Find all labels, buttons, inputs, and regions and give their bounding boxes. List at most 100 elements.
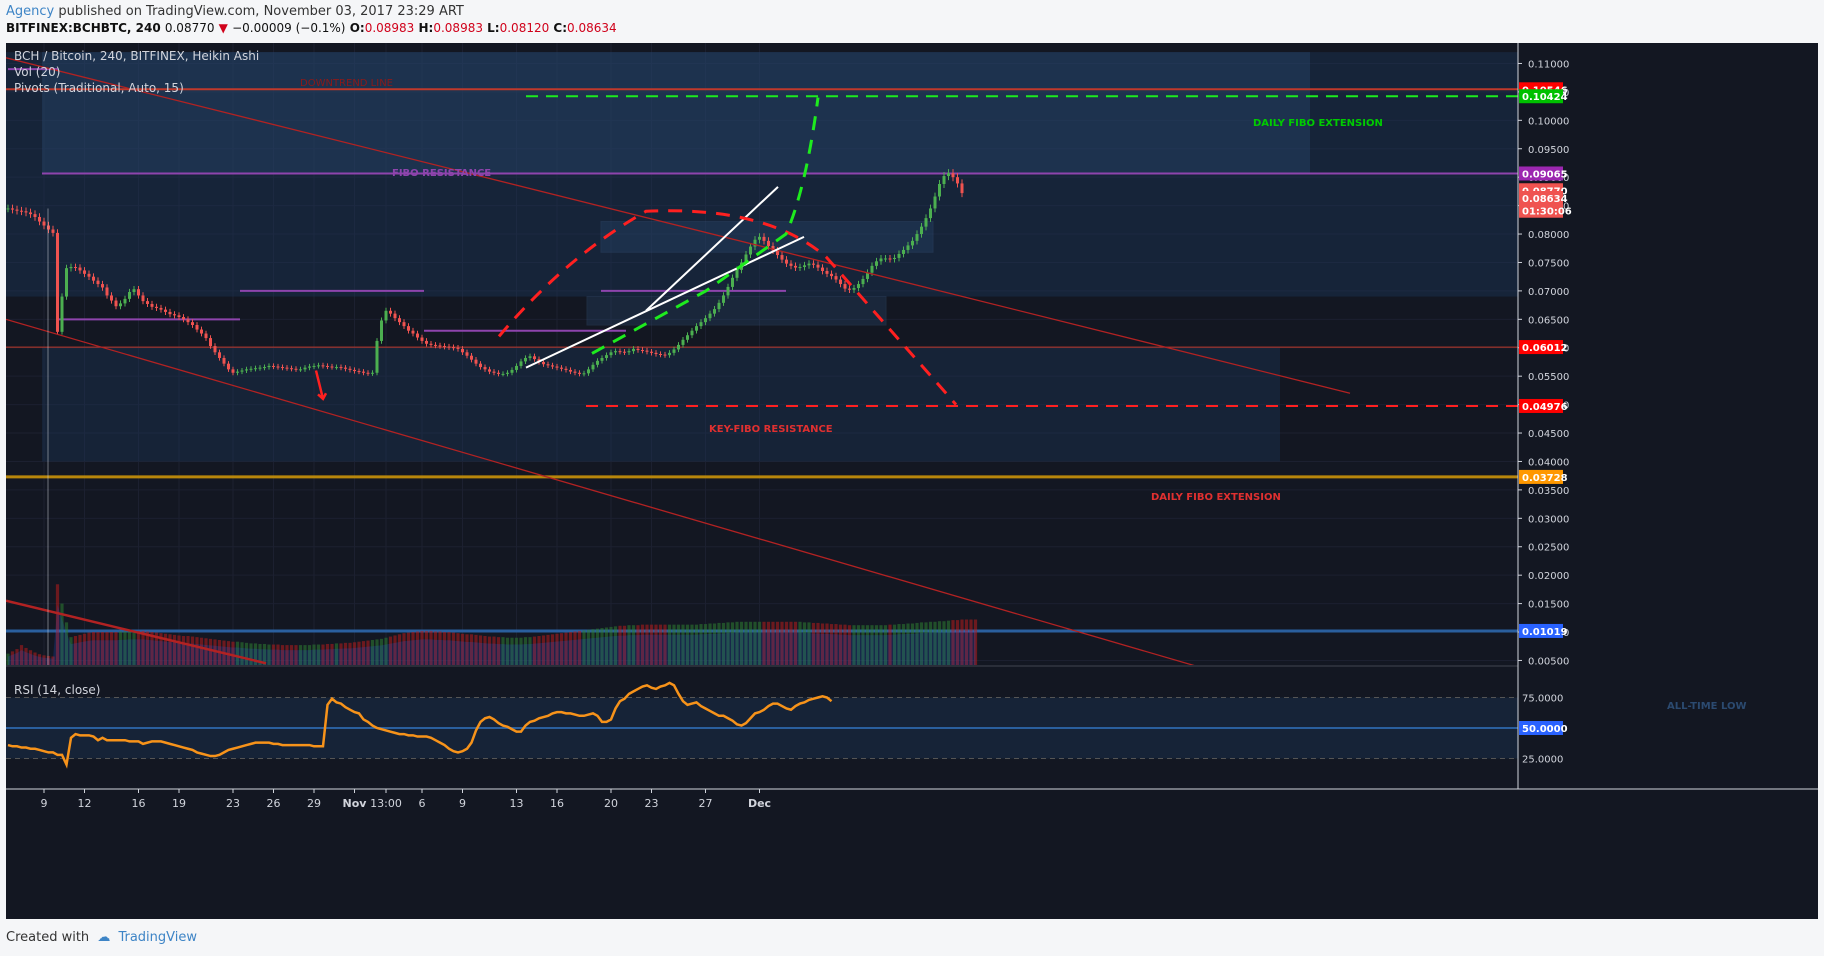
daily-fibo-down-annotation: DAILY FIBO EXTENSION <box>1151 492 1281 503</box>
price-chart[interactable]: 0.110000.105000.100000.095000.090000.085… <box>5 43 1818 919</box>
volume-bar <box>307 645 312 665</box>
price-tick-label: 0.09500 <box>1528 145 1569 156</box>
price-tick-label: 0.10000 <box>1528 116 1569 127</box>
candle-body <box>195 325 199 330</box>
candle-body <box>371 372 374 374</box>
candle-body <box>218 352 221 358</box>
candle-body <box>654 352 658 354</box>
volume-bar <box>357 641 361 665</box>
volume-bar <box>96 632 100 665</box>
volume-bar <box>6 653 10 665</box>
volume-bar <box>429 630 433 665</box>
candle-body <box>200 329 203 334</box>
white-trend-line-2 <box>645 186 779 312</box>
high-value: 0.08983 <box>433 21 483 35</box>
candle-body <box>65 268 68 297</box>
vol-legend: Vol (20) <box>14 65 60 79</box>
candle-body <box>245 369 248 371</box>
volume-bar <box>474 634 478 665</box>
candle-body <box>519 361 523 366</box>
volume-bar <box>379 638 384 665</box>
candle-body <box>821 267 824 271</box>
time-tick-label: 23 <box>645 797 659 810</box>
volume-bar <box>807 622 811 665</box>
price-label-tag <box>1519 398 1563 413</box>
candle-body <box>569 369 572 372</box>
candle-body <box>186 319 190 323</box>
volume-bar <box>847 625 852 665</box>
volume-bar <box>829 624 834 665</box>
tradingview-cloud-icon: ☁ <box>97 930 111 945</box>
candle-body <box>335 367 338 369</box>
candle-body <box>762 236 766 241</box>
volume-bar <box>424 630 429 665</box>
candle-body <box>78 267 82 271</box>
candle-body <box>731 277 734 287</box>
candle-body <box>263 367 266 369</box>
candle-body <box>348 368 352 370</box>
price-tick-label: 0.02000 <box>1528 571 1569 582</box>
candle-body <box>749 246 752 255</box>
pivots-legend: Pivots (Traditional, Auto, 15) <box>14 81 184 95</box>
publisher-link[interactable]: Agency <box>6 4 55 19</box>
candle-body <box>623 351 626 353</box>
volume-bar <box>168 634 172 665</box>
price-tick-label: 0.06500 <box>1528 315 1569 326</box>
tradingview-link[interactable]: TradingView <box>118 930 197 945</box>
volume-bar <box>528 637 532 665</box>
volume-bar <box>483 636 487 665</box>
candle-body <box>366 372 370 374</box>
candle-body <box>114 300 118 307</box>
down-arrow-icon <box>314 370 328 401</box>
candle-body <box>735 269 739 278</box>
volume-bar <box>460 633 465 665</box>
candle-body <box>929 208 932 219</box>
candle-body <box>222 357 226 364</box>
candle-body <box>555 366 559 368</box>
volume-bar <box>208 638 213 665</box>
candle-body <box>452 347 455 349</box>
candle-body <box>911 240 914 246</box>
volume-bar <box>352 642 357 665</box>
volume-bar <box>870 625 874 665</box>
volume-bar <box>514 637 519 665</box>
volume-bar <box>618 625 622 665</box>
chart-area[interactable]: 0.110000.105000.100000.095000.090000.085… <box>5 43 1818 919</box>
candle-body <box>402 322 406 327</box>
candle-body <box>636 348 640 351</box>
candle-body <box>6 208 10 210</box>
candle-body <box>767 240 770 246</box>
candle-body <box>474 359 478 364</box>
publish-header: Agency published on TradingView.com, Nov… <box>6 4 464 19</box>
candle-body <box>24 211 28 213</box>
candle-body <box>542 361 545 365</box>
candle-body <box>380 320 383 341</box>
volume-bar <box>874 625 879 665</box>
last-price: 0.08770 <box>164 21 215 35</box>
price-label-tag <box>1519 89 1563 104</box>
volume-bar <box>456 633 460 665</box>
candle-body <box>798 267 802 269</box>
price-label-tag <box>1519 203 1563 218</box>
candle-body <box>938 184 941 197</box>
volume-bar <box>361 641 366 665</box>
chart-title: BCH / Bitcoin, 240, BITFINEX, Heikin Ash… <box>14 49 259 63</box>
volume-bar <box>564 632 568 665</box>
volume-bar <box>942 621 946 665</box>
volume-bar <box>276 644 280 665</box>
volume-bar <box>559 633 564 665</box>
time-axis-background <box>6 789 1818 819</box>
volume-bar <box>114 632 118 665</box>
volume-bar <box>465 634 469 665</box>
price-label: 0.01019 <box>1522 627 1568 638</box>
time-tick-label: 13 <box>510 797 524 810</box>
candle-body <box>677 344 680 350</box>
volume-bar <box>595 628 600 665</box>
volume-bar <box>37 654 42 665</box>
time-tick-label: 9 <box>459 797 466 810</box>
candle-body <box>339 367 343 369</box>
created-with-label: Created with <box>6 930 90 945</box>
low-label: L: <box>487 21 500 35</box>
candle-body <box>173 314 176 316</box>
price-label-tag <box>1519 190 1563 205</box>
